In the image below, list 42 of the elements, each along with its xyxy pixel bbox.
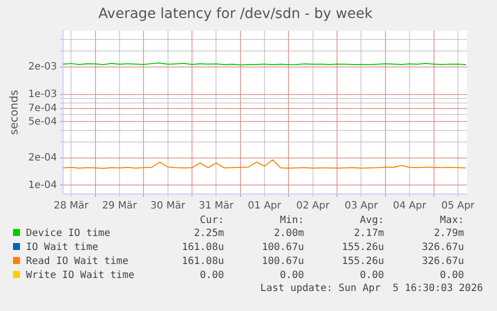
x-tick-label: 31 Mär <box>198 200 234 212</box>
legend-label: Device IO time <box>25 227 112 241</box>
x-tick-label: 02 Apr <box>296 200 330 212</box>
y-tick-label: 2e-04 <box>28 152 58 164</box>
x-tick-label: 28 Mär <box>54 200 90 212</box>
text: Max: <box>438 215 464 227</box>
text: 0.00 <box>198 269 224 283</box>
x-tick-label: 03 Apr <box>344 200 379 212</box>
text: 2.79m <box>432 227 464 241</box>
y-tick-label: 5e-04 <box>28 116 58 128</box>
text: Min: <box>278 215 304 227</box>
y-tick-label: 1e-03 <box>28 88 58 100</box>
text: 0.00 <box>358 269 384 283</box>
text: 326.67u <box>420 241 464 255</box>
x-tick-label: 01 Apr <box>248 200 282 212</box>
text: 326.67u <box>420 255 464 269</box>
text: 2.00m <box>272 227 304 241</box>
text: 0.00 <box>278 269 304 283</box>
text: 100.67u <box>260 241 304 255</box>
x-tick-label: 04 Apr <box>392 200 428 212</box>
text: 161.08u <box>180 241 224 255</box>
text: Avg: <box>358 215 384 227</box>
chart-title: Average latency for /dev/sdn - by week <box>98 6 374 22</box>
text: 155.26u <box>340 241 384 255</box>
text: 2.25m <box>192 227 224 241</box>
text: 0.00 <box>438 269 464 283</box>
y-tick-label: 1e-04 <box>28 180 58 191</box>
legend-label: Read IO Wait time <box>25 255 130 269</box>
text: 155.26u <box>340 255 384 269</box>
y-tick-label: 2e-03 <box>28 62 58 73</box>
x-tick-label: 30 Mär <box>150 200 186 212</box>
legend-label: Write IO Wait time <box>25 269 136 283</box>
text: 100.67u <box>260 255 304 269</box>
y-tick-label: 7e-04 <box>28 102 58 114</box>
text: 2.17m <box>352 227 384 241</box>
x-tick-label: 29 Mär <box>102 200 138 212</box>
text: Last update: Sun Apr 5 16:30:03 2026 <box>259 283 483 294</box>
legend-label: IO Wait time <box>25 241 100 255</box>
x-tick-label: 05 Apr <box>441 200 476 212</box>
text: 161.08u <box>180 255 224 269</box>
text: Cur: <box>198 215 224 227</box>
y-axis-title: seconds <box>7 90 20 135</box>
